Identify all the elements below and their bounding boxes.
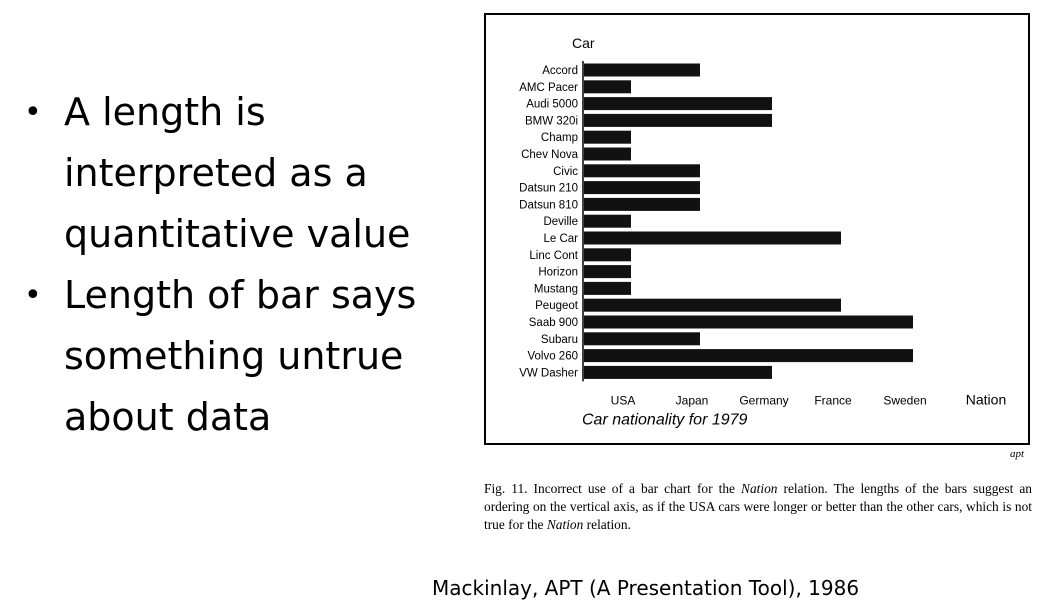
bar — [584, 298, 841, 312]
bullet-text: A length is interpreted as a quantitativ… — [64, 90, 411, 256]
category-label: BMW 320i — [525, 115, 578, 127]
bullet-dot-icon: • — [24, 278, 42, 313]
bullet-list: • A length is interpreted as a quantitat… — [22, 82, 442, 448]
apt-label: apt — [1009, 448, 1024, 460]
x-tick-label: Germany — [739, 393, 788, 407]
bar — [584, 281, 631, 295]
bar — [584, 214, 631, 228]
bullet-item: • Length of bar says something untrue ab… — [22, 265, 442, 448]
bar — [584, 181, 700, 195]
bar — [584, 332, 700, 346]
bar — [584, 63, 700, 77]
bar — [584, 97, 772, 111]
bar — [584, 248, 631, 262]
bar — [584, 164, 700, 178]
caption-text: Fig. 11. Incorrect use of a bar chart fo… — [484, 481, 742, 496]
bar — [584, 231, 841, 245]
x-tick-label: Japan — [676, 393, 709, 407]
category-label: Saab 900 — [529, 317, 578, 329]
x-axis-title: Nation — [966, 391, 1006, 407]
category-label: Datsun 210 — [519, 183, 578, 195]
bullet-text: Length of bar says something untrue abou… — [64, 273, 417, 439]
bar — [584, 315, 913, 329]
category-label: Audi 5000 — [526, 99, 578, 111]
chart-panel: Car Accord AMC Pacer Audi 5000 BMW 320i Champ… — [484, 13, 1030, 445]
chart-subtitle: Car nationality for 1979 — [582, 411, 748, 428]
caption-text: relation. The lengths of the bars sugges… — [484, 481, 1032, 532]
x-tick-label: Sweden — [883, 393, 926, 407]
category-label: Deville — [543, 216, 578, 228]
category-label: Subaru — [541, 334, 578, 346]
category-label: Mustang — [534, 283, 578, 295]
bar — [584, 130, 631, 144]
bar — [584, 80, 631, 94]
bullet-item: • A length is interpreted as a quantitat… — [22, 82, 442, 265]
caption-emphasis: Nation — [546, 517, 584, 532]
category-label: Linc Cont — [529, 250, 578, 262]
bar-chart: Car Accord AMC Pacer Audi 5000 BMW 320i Champ… — [519, 35, 1006, 428]
bar — [584, 113, 772, 127]
category-label: Civic — [553, 166, 578, 178]
source-credit: Mackinlay, APT (A Presentation Tool), 19… — [432, 576, 860, 600]
bar — [584, 349, 913, 363]
caption-emphasis: Nation — [741, 481, 778, 496]
category-label: Le Car — [543, 233, 578, 245]
category-label: Champ — [541, 132, 578, 144]
category-label: Chev Nova — [521, 149, 578, 161]
bar — [584, 365, 772, 379]
category-label: Peugeot — [535, 300, 579, 312]
x-tick-label: USA — [611, 393, 636, 407]
category-label: AMC Pacer — [519, 82, 578, 94]
bullet-dot-icon: • — [24, 95, 42, 130]
figure-caption: Fig. 11. Incorrect use of a bar chart fo… — [484, 480, 1032, 534]
bar — [584, 265, 631, 279]
x-tick-label: France — [814, 393, 852, 407]
category-label: Volvo 260 — [527, 351, 578, 363]
category-label: Datsun 810 — [519, 199, 578, 211]
y-axis-title: Car — [572, 35, 595, 51]
category-label: Horizon — [538, 267, 578, 279]
bar — [584, 197, 700, 211]
category-label: Accord — [542, 65, 578, 77]
caption-text: relation. — [583, 517, 631, 532]
bar — [584, 147, 631, 161]
category-label: VW Dasher — [519, 367, 578, 379]
